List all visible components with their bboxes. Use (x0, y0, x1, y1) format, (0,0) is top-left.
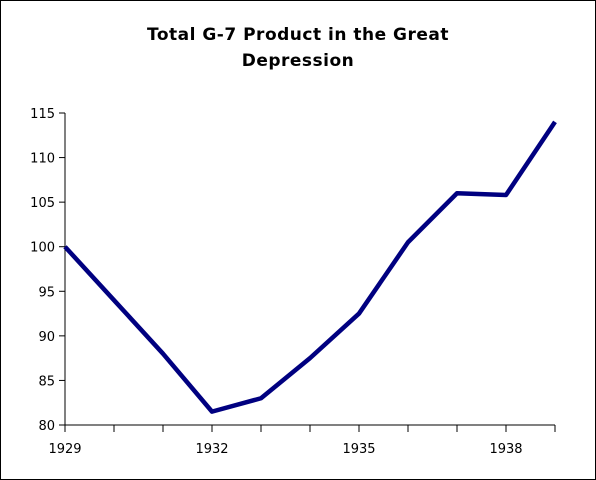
series-line-0 (63, 120, 557, 414)
y-tick-label-95: 95 (38, 285, 55, 300)
y-tick-label-100: 100 (30, 241, 55, 256)
y-tick-label-105: 105 (30, 196, 55, 211)
x-tick-label-1935: 1935 (342, 442, 375, 457)
ticks: 80 85 90 95 100 105 110 115 1929 1932 1935 1938 (30, 107, 556, 457)
y-tick-label-85: 85 (38, 374, 55, 389)
y-tick-label-80: 80 (38, 419, 55, 434)
series-group (63, 120, 557, 414)
x-tick-label-1932: 1932 (195, 442, 228, 457)
chart-title-line-1: Total G-7 Product in the Great (147, 25, 449, 45)
chart-title-line-2: Depression (242, 51, 355, 71)
x-tick-label-1938: 1938 (489, 442, 522, 457)
axes (64, 113, 555, 426)
y-tick-label-110: 110 (30, 152, 55, 167)
x-tick-label-1929: 1929 (48, 442, 81, 457)
y-tick-label-90: 90 (38, 330, 55, 345)
y-tick-label-115: 115 (30, 107, 55, 122)
